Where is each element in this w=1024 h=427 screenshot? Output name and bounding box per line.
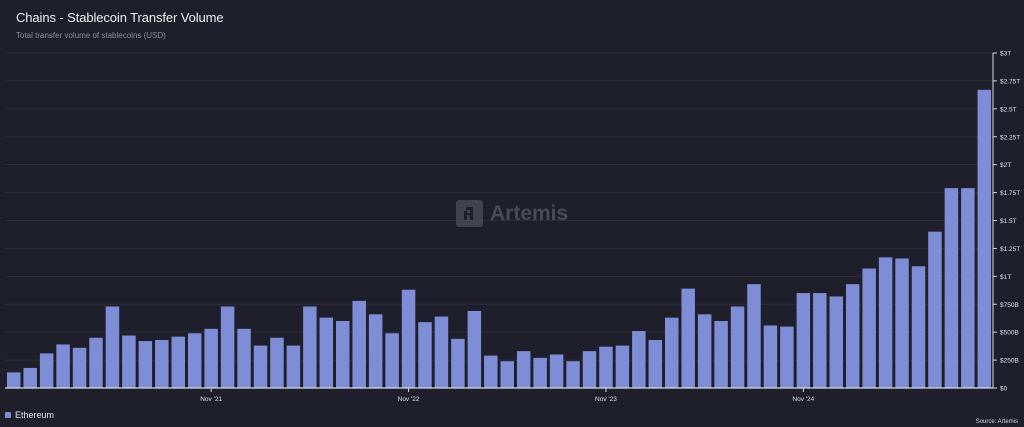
bar[interactable] bbox=[961, 188, 975, 388]
bar[interactable] bbox=[681, 288, 695, 388]
bar[interactable] bbox=[582, 351, 597, 388]
bar[interactable] bbox=[7, 372, 21, 388]
bar[interactable] bbox=[615, 345, 630, 388]
bar[interactable] bbox=[319, 317, 334, 388]
bar[interactable] bbox=[220, 306, 235, 388]
bar[interactable] bbox=[845, 284, 860, 388]
chart-subtitle: Total transfer volume of stablecoins (US… bbox=[16, 31, 166, 40]
y-tick-label: $1.25T bbox=[1000, 246, 1020, 253]
bar[interactable] bbox=[401, 289, 416, 388]
y-tick-label: $2.25T bbox=[1000, 134, 1020, 141]
bar[interactable] bbox=[763, 325, 778, 388]
bar[interactable] bbox=[516, 351, 531, 388]
bar[interactable] bbox=[253, 345, 268, 388]
bar[interactable] bbox=[813, 293, 827, 388]
bar[interactable] bbox=[303, 306, 317, 388]
bar[interactable] bbox=[89, 337, 103, 388]
bar[interactable] bbox=[878, 257, 893, 388]
artemis-watermark: Artemis bbox=[456, 200, 568, 227]
bar[interactable] bbox=[434, 316, 449, 388]
bar[interactable] bbox=[730, 306, 745, 388]
bar[interactable] bbox=[500, 361, 515, 388]
bars bbox=[7, 89, 992, 389]
bar[interactable] bbox=[286, 345, 301, 388]
bar[interactable] bbox=[928, 231, 942, 388]
bar[interactable] bbox=[56, 344, 70, 388]
bar[interactable] bbox=[665, 317, 679, 388]
bar[interactable] bbox=[829, 296, 844, 388]
bar[interactable] bbox=[451, 338, 465, 388]
bar[interactable] bbox=[549, 354, 564, 389]
bar[interactable] bbox=[105, 306, 120, 388]
bar[interactable] bbox=[138, 341, 153, 388]
x-tick-label: Nov '24 bbox=[792, 396, 814, 403]
bar[interactable] bbox=[484, 355, 498, 388]
bar[interactable] bbox=[336, 321, 350, 388]
bar[interactable] bbox=[72, 347, 87, 388]
y-tick-label: $1.5T bbox=[1000, 218, 1017, 225]
bar[interactable] bbox=[171, 336, 186, 388]
bar[interactable] bbox=[747, 284, 761, 388]
legend-item-ethereum[interactable]: Ethereum bbox=[5, 410, 54, 420]
bar[interactable] bbox=[237, 328, 251, 388]
bar[interactable] bbox=[697, 314, 712, 388]
bar[interactable] bbox=[352, 300, 366, 388]
x-tick-label: Nov '23 bbox=[595, 396, 617, 403]
bar[interactable] bbox=[911, 266, 926, 388]
y-tick-label: $1T bbox=[1000, 274, 1011, 281]
y-tick-label: $250B bbox=[1000, 358, 1019, 365]
bar[interactable] bbox=[204, 328, 218, 388]
bar[interactable] bbox=[796, 293, 811, 388]
bar[interactable] bbox=[944, 188, 959, 388]
y-tick-label: $0 bbox=[1000, 386, 1008, 393]
y-tick-label: $2T bbox=[1000, 162, 1011, 169]
bar[interactable] bbox=[418, 322, 432, 388]
bar[interactable] bbox=[122, 335, 136, 388]
bar[interactable] bbox=[977, 89, 992, 388]
bar[interactable] bbox=[270, 337, 284, 388]
gridlines bbox=[5, 52, 993, 361]
y-tick-label: $1.75T bbox=[1000, 190, 1020, 197]
bar[interactable] bbox=[385, 333, 399, 388]
y-tick-label: $3T bbox=[1000, 51, 1011, 58]
bar[interactable] bbox=[566, 361, 580, 388]
bar[interactable] bbox=[368, 314, 383, 388]
bar[interactable] bbox=[467, 310, 482, 388]
bar[interactable] bbox=[533, 357, 547, 388]
source-note: Source: Artemis bbox=[975, 419, 1018, 425]
bar[interactable] bbox=[862, 268, 876, 388]
y-tick-label: $2.5T bbox=[1000, 106, 1017, 113]
axes: $0 $250B $500B $750B $1T $1.25T $1.5T $1.75T $2T… bbox=[5, 51, 1020, 403]
bar[interactable] bbox=[599, 346, 613, 388]
bar[interactable] bbox=[632, 331, 646, 388]
legend-swatch bbox=[5, 412, 11, 418]
bar[interactable] bbox=[648, 339, 663, 388]
legend-label: Ethereum bbox=[15, 410, 55, 420]
x-tick-label: Nov '21 bbox=[200, 396, 222, 403]
y-tick-label: $2.75T bbox=[1000, 78, 1020, 85]
artemis-logo-icon bbox=[456, 200, 483, 227]
bar[interactable] bbox=[155, 339, 169, 388]
bar[interactable] bbox=[23, 367, 37, 388]
y-tick-label: $750B bbox=[1000, 302, 1019, 309]
bar[interactable] bbox=[895, 258, 909, 388]
watermark-text: Artemis bbox=[490, 201, 569, 225]
bar[interactable] bbox=[187, 333, 202, 388]
chart-title: Chains - Stablecoin Transfer Volume bbox=[16, 10, 224, 25]
bar[interactable] bbox=[714, 321, 728, 388]
x-tick-label: Nov '22 bbox=[398, 396, 420, 403]
y-tick-label: $500B bbox=[1000, 330, 1019, 337]
bar[interactable] bbox=[39, 353, 54, 388]
bar[interactable] bbox=[780, 326, 794, 388]
